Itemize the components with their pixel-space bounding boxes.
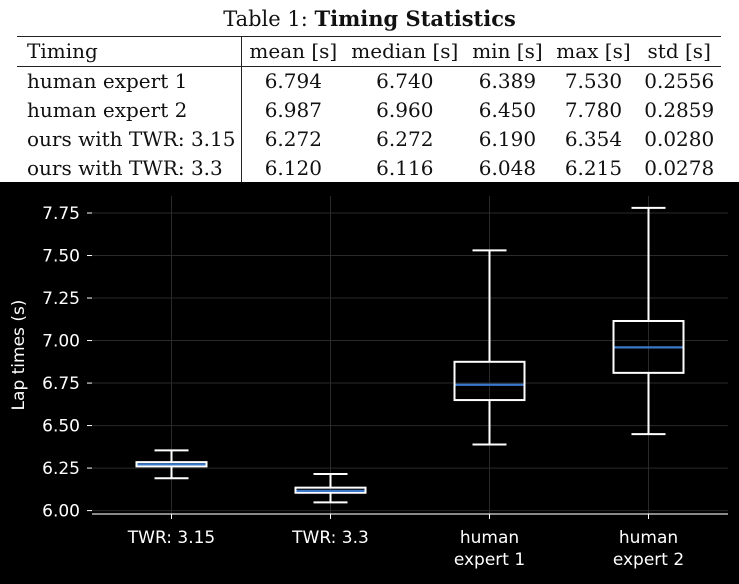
chart-canvas: 6.00 6.25 6.50 6.75 7.00 7.25 7.50 7.75 TWR: 3.1… [9,196,728,570]
x-tick-label: TWR: 3.15 [127,528,215,548]
table-row: ours with TWR: 3.15 6.272 6.272 6.190 6.… [17,125,721,154]
cell-std: 0.0278 [644,156,715,180]
y-axis-title: Lap times (s) [9,300,29,411]
cell-min: 6.389 [478,69,537,93]
cell-max: 6.354 [564,127,623,151]
cell-max: 7.530 [564,69,623,93]
header-timing: Timing [17,36,243,67]
cell-median: 6.272 [376,127,434,151]
cell-mean: 6.120 [264,156,322,180]
iqr-box [453,360,526,402]
x-tick-label: expert 1 [454,550,525,570]
row-label: human expert 2 [17,96,243,125]
x-tick-label: TWR: 3.3 [291,528,369,548]
cell-mean: 6.272 [264,127,322,151]
x-tick-label: human [460,528,519,548]
cell-mean: 6.794 [264,69,322,93]
table-caption: Table 1: Timing Statistics [0,6,739,31]
iqr-box [135,461,208,468]
table-row: human expert 1 6.794 6.740 6.389 7.530 0… [17,66,721,96]
cell-min: 6.190 [478,127,537,151]
timing-statistics-table: Timing mean [s] median [s] min [s] max [… [17,36,721,184]
row-label: human expert 1 [17,66,243,96]
y-tick-label: 7.00 [42,332,80,352]
table-row: human expert 2 6.987 6.960 6.450 7.780 0… [17,96,721,125]
caption-prefix: Table 1: [223,7,308,31]
cell-min: 6.450 [478,98,537,122]
header-std: std [s] [647,39,711,63]
y-tick-label: 7.25 [42,289,80,309]
y-tick-label: 6.00 [42,502,80,522]
y-tick-label: 6.25 [42,459,80,479]
iqr-box [612,319,685,374]
cell-max: 7.780 [564,98,623,122]
cell-min: 6.048 [478,156,537,180]
cell-std: 0.2859 [644,98,715,122]
cell-max: 6.215 [564,156,623,180]
cell-median: 6.740 [376,69,434,93]
y-tick-label: 7.50 [42,247,80,267]
y-tick-label: 6.50 [42,417,80,437]
box-2 [294,473,367,504]
cell-std: 0.2556 [644,69,715,93]
header-max: max [s] [556,39,631,63]
iqr-box [294,486,367,494]
cell-mean: 6.987 [264,98,322,122]
box-4 [612,206,685,436]
header-median: median [s] [351,39,459,63]
header-mean: mean [s] [249,39,338,63]
table-row: ours with TWR: 3.3 6.120 6.116 6.048 6.2… [17,154,721,184]
cell-median: 6.960 [376,98,434,122]
cell-median: 6.116 [376,156,434,180]
box-3 [453,249,526,446]
table-header-row: Timing mean [s] median [s] min [s] max [… [17,36,721,67]
box-1 [135,449,208,480]
timing-table-section: Table 1: Timing Statistics Timing mean [… [0,0,739,184]
cell-std: 0.0280 [644,127,715,151]
header-min: min [s] [472,39,543,63]
y-tick-label: 7.75 [42,204,80,224]
x-tick-label: expert 2 [613,550,684,570]
y-tick-label: 6.75 [42,374,80,394]
caption-title: Timing Statistics [314,6,516,31]
x-tick-label: human [619,528,678,548]
row-label: ours with TWR: 3.15 [17,125,243,154]
row-label: ours with TWR: 3.3 [17,154,243,184]
lap-times-box-plot: 6.00 6.25 6.50 6.75 7.00 7.25 7.50 7.75 TWR: 3.1… [0,182,739,584]
